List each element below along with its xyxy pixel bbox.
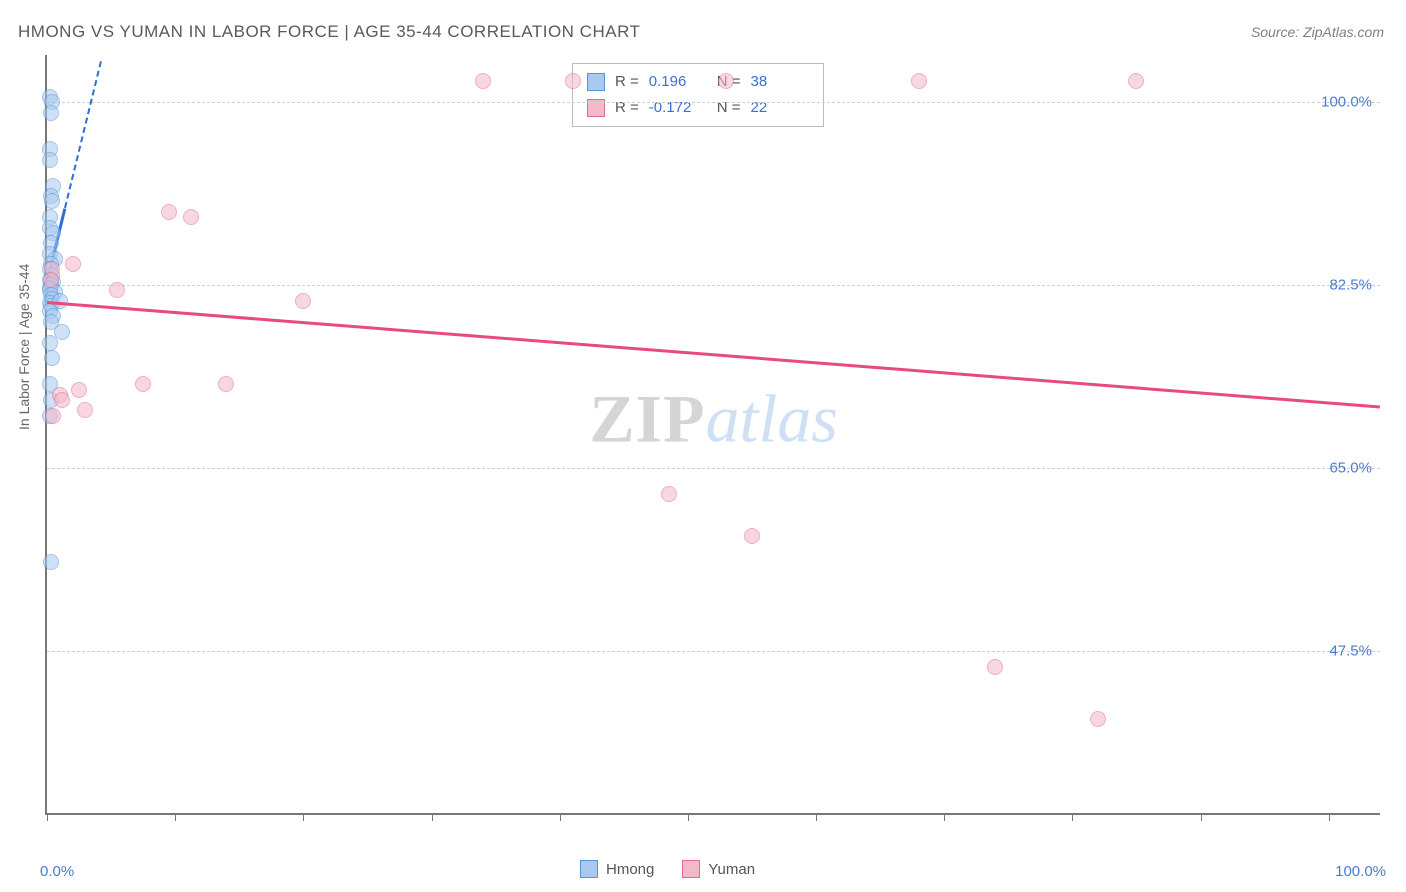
scatter-point-yuman xyxy=(295,293,311,309)
scatter-point-yuman xyxy=(65,256,81,272)
n-value-yuman: 22 xyxy=(751,95,809,121)
y-tick-label: 82.5% xyxy=(1329,277,1372,294)
x-tick xyxy=(1201,813,1202,821)
x-tick xyxy=(1329,813,1330,821)
scatter-point-yuman xyxy=(183,209,199,225)
scatter-point-yuman xyxy=(161,204,177,220)
x-axis-max-label: 100.0% xyxy=(1335,863,1386,880)
scatter-point-yuman xyxy=(43,272,59,288)
scatter-point-yuman xyxy=(71,382,87,398)
trend-line xyxy=(64,61,102,208)
legend-swatch-yuman-icon xyxy=(682,860,700,878)
gridline xyxy=(47,102,1380,103)
scatter-point-hmong xyxy=(42,152,58,168)
legend-label-hmong: Hmong xyxy=(606,861,654,878)
y-axis-label: In Labor Force | Age 35-44 xyxy=(16,264,32,430)
y-tick-label: 65.0% xyxy=(1329,459,1372,476)
x-axis-min-label: 0.0% xyxy=(40,863,74,880)
legend-label-yuman: Yuman xyxy=(708,861,755,878)
scatter-point-yuman xyxy=(744,528,760,544)
legend-item-yuman: Yuman xyxy=(682,860,755,878)
scatter-point-yuman xyxy=(661,486,677,502)
r-value-yuman: -0.172 xyxy=(649,95,707,121)
gridline xyxy=(47,651,1380,652)
gridline xyxy=(47,285,1380,286)
r-label: R = xyxy=(615,95,639,121)
scatter-point-yuman xyxy=(45,408,61,424)
y-tick-label: 100.0% xyxy=(1321,94,1372,111)
source-attribution: Source: ZipAtlas.com xyxy=(1251,24,1384,40)
x-tick xyxy=(432,813,433,821)
scatter-point-yuman xyxy=(565,73,581,89)
stat-row-yuman: R = -0.172 N = 22 xyxy=(587,95,809,121)
gridline xyxy=(47,468,1380,469)
scatter-point-yuman xyxy=(475,73,491,89)
scatter-point-yuman xyxy=(109,282,125,298)
scatter-point-yuman xyxy=(987,659,1003,675)
legend-swatch-hmong-icon xyxy=(580,860,598,878)
y-tick-label: 47.5% xyxy=(1329,642,1372,659)
scatter-point-hmong xyxy=(44,350,60,366)
x-tick xyxy=(816,813,817,821)
scatter-point-yuman xyxy=(54,392,70,408)
scatter-point-yuman xyxy=(77,402,93,418)
scatter-point-yuman xyxy=(1128,73,1144,89)
watermark-zip: ZIP xyxy=(589,380,705,456)
trend-line xyxy=(47,301,1380,409)
scatter-point-yuman xyxy=(1090,711,1106,727)
r-value-hmong: 0.196 xyxy=(649,69,707,95)
chart-legend: Hmong Yuman xyxy=(580,860,755,878)
scatter-point-yuman xyxy=(911,73,927,89)
scatter-point-hmong xyxy=(42,335,58,351)
scatter-point-hmong xyxy=(44,193,60,209)
n-label: N = xyxy=(717,95,741,121)
swatch-hmong-icon xyxy=(587,73,605,91)
x-tick xyxy=(944,813,945,821)
chart-title: HMONG VS YUMAN IN LABOR FORCE | AGE 35-4… xyxy=(18,22,640,42)
stat-row-hmong: R = 0.196 N = 38 xyxy=(587,69,809,95)
scatter-point-yuman xyxy=(135,376,151,392)
watermark: ZIPatlas xyxy=(589,379,838,458)
scatter-point-yuman xyxy=(718,73,734,89)
x-tick xyxy=(560,813,561,821)
scatter-point-hmong xyxy=(43,105,59,121)
r-label: R = xyxy=(615,69,639,95)
scatter-point-yuman xyxy=(218,376,234,392)
x-tick xyxy=(303,813,304,821)
n-value-hmong: 38 xyxy=(751,69,809,95)
scatter-chart: ZIPatlas R = 0.196 N = 38 R = -0.172 N =… xyxy=(45,55,1380,815)
correlation-stats-box: R = 0.196 N = 38 R = -0.172 N = 22 xyxy=(572,63,824,127)
watermark-atlas: atlas xyxy=(706,380,838,456)
scatter-point-hmong xyxy=(43,554,59,570)
x-tick xyxy=(175,813,176,821)
x-tick xyxy=(1072,813,1073,821)
legend-item-hmong: Hmong xyxy=(580,860,654,878)
x-tick xyxy=(688,813,689,821)
x-tick xyxy=(47,813,48,821)
